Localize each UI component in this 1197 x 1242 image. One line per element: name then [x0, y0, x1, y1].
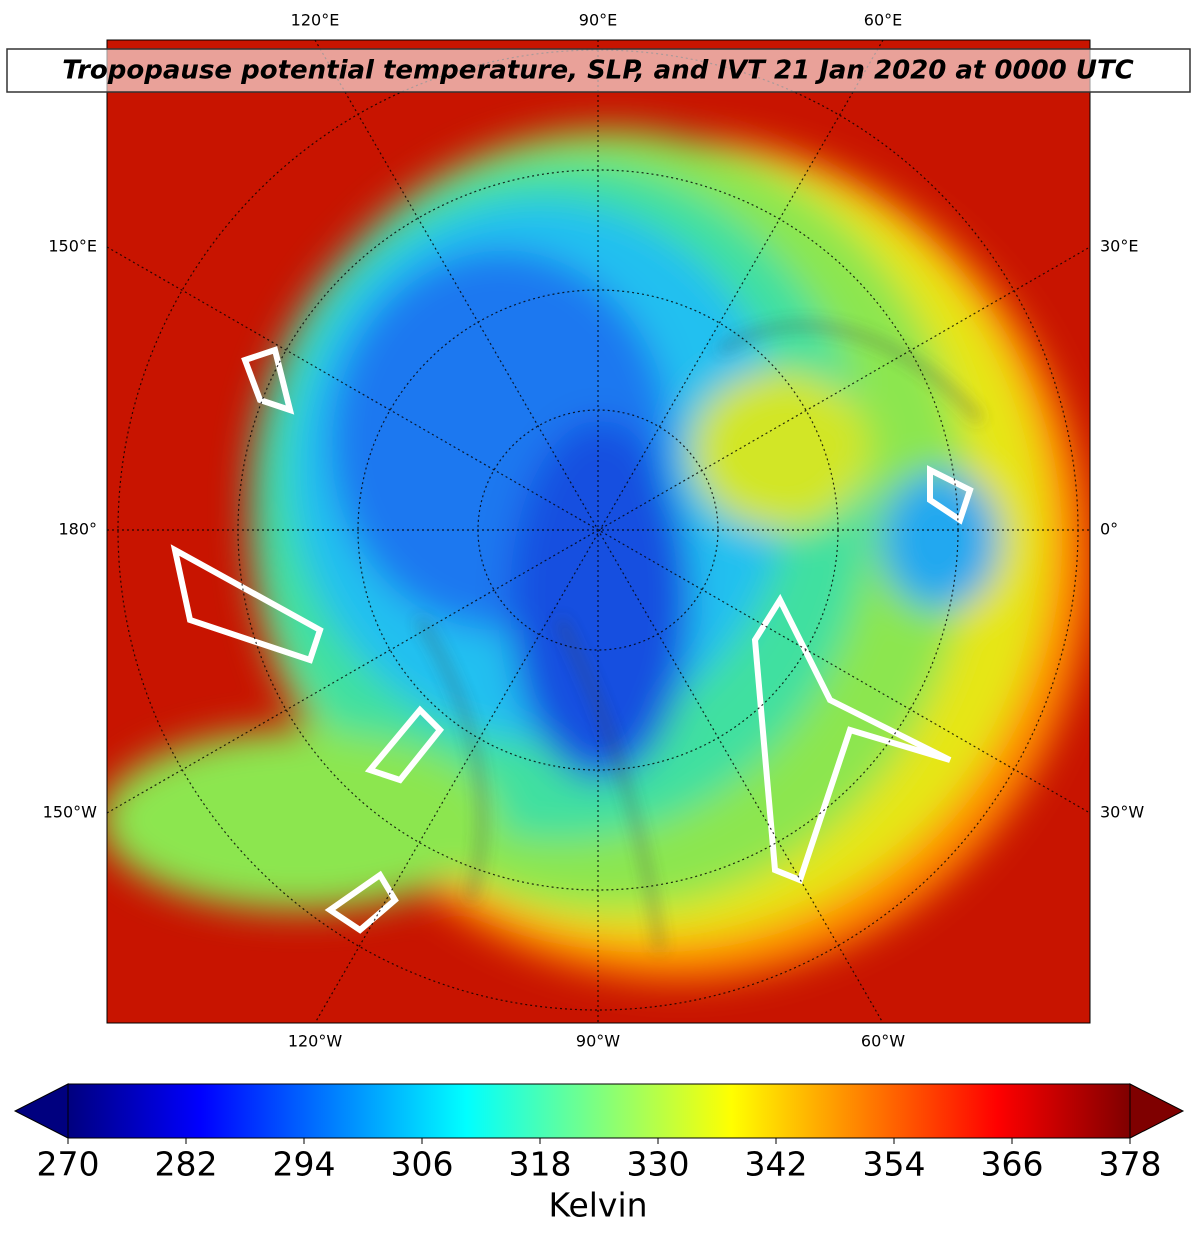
colorbar-tick-label: 294 — [273, 1145, 336, 1184]
colorbar-extend-low — [13, 1083, 69, 1139]
lon-label: 60°E — [864, 11, 902, 30]
colorbar-tick-label: 330 — [627, 1145, 690, 1184]
colorbar-tick-label: 270 — [37, 1145, 100, 1184]
lat-label: 0° — [1100, 520, 1118, 539]
colorbar-tick-label: 318 — [509, 1145, 572, 1184]
lat-label: 150°W — [43, 803, 98, 822]
colorbar-tick-label: 306 — [391, 1145, 454, 1184]
lat-label: 30°E — [1100, 237, 1138, 256]
lat-label: 150°E — [48, 237, 97, 256]
colorbar-tick-label: 282 — [155, 1145, 218, 1184]
lat-label: 30°W — [1100, 803, 1144, 822]
colorbar-tick-label: 354 — [863, 1145, 926, 1184]
colorbar-tick-label: 378 — [1099, 1145, 1162, 1184]
colorbar-extend-high — [1129, 1083, 1185, 1139]
lat-label: 180° — [58, 520, 97, 539]
colorbar-label: Kelvin — [548, 1186, 647, 1225]
colorbar — [67, 1083, 1131, 1139]
lon-label: 120°E — [291, 11, 340, 30]
lon-label: 60°W — [861, 1032, 905, 1051]
colorbar-tick-label: 342 — [745, 1145, 808, 1184]
map-frame — [106, 39, 1091, 1024]
colorbar-tick-label: 366 — [981, 1145, 1044, 1184]
lon-label: 120°W — [288, 1032, 343, 1051]
map-field — [107, 40, 1090, 1023]
lon-label: 90°E — [579, 11, 617, 30]
title-box — [6, 48, 1191, 93]
title: Tropopause potential temperature, SLP, a… — [62, 56, 1134, 86]
lon-label: 90°W — [576, 1032, 620, 1051]
